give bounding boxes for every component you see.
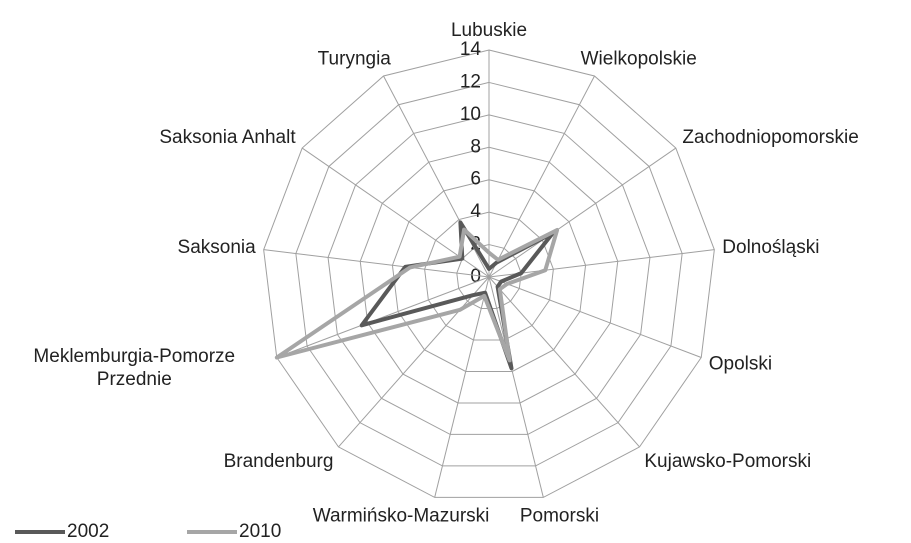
r-tick-label: 8 [470, 136, 481, 157]
spoke [488, 249, 715, 278]
category-label: Zachodniopomorskie [682, 126, 859, 148]
spoke [488, 147, 677, 278]
r-tick-label: 14 [460, 39, 482, 60]
spoke [488, 276, 640, 448]
grid-ring [391, 179, 587, 372]
grid-ring [327, 114, 651, 435]
spoke [276, 276, 490, 358]
spoke [488, 276, 544, 498]
spoke [434, 276, 490, 498]
category-label: Brandenburg [223, 450, 334, 472]
spoke [488, 75, 595, 278]
grid-ring [359, 146, 619, 404]
category-label: Wielkopolskie [580, 48, 697, 70]
legend-label: 2002 [67, 521, 109, 542]
category-label: Lubuskie [450, 20, 528, 41]
category-label: Saksonia Anhalt [159, 126, 296, 148]
r-tick-label: 4 [470, 201, 481, 222]
legend-label: 2010 [239, 521, 281, 542]
category-label: Warmińsko-Mazurski [312, 505, 490, 527]
series-line [274, 227, 560, 363]
category-label: Opolski [708, 353, 773, 375]
category-label: Meklemburgia-Pomorze Przednie [33, 346, 236, 391]
r-tick-label: 12 [460, 71, 481, 92]
category-label: Saksonia [177, 236, 256, 258]
r-tick-label: 0 [470, 266, 481, 287]
category-label: Turyngia [317, 48, 391, 70]
category-label: Pomorski [519, 505, 600, 527]
spoke [488, 276, 702, 358]
r-tick-label: 10 [460, 104, 481, 125]
category-label: Kujawsko-Pomorski [644, 450, 812, 472]
grid-ring [295, 81, 683, 467]
category-label: Dolnośląski [722, 236, 820, 258]
r-tick-label: 6 [470, 169, 481, 190]
spoke [263, 249, 490, 278]
grid-ring [263, 49, 715, 498]
